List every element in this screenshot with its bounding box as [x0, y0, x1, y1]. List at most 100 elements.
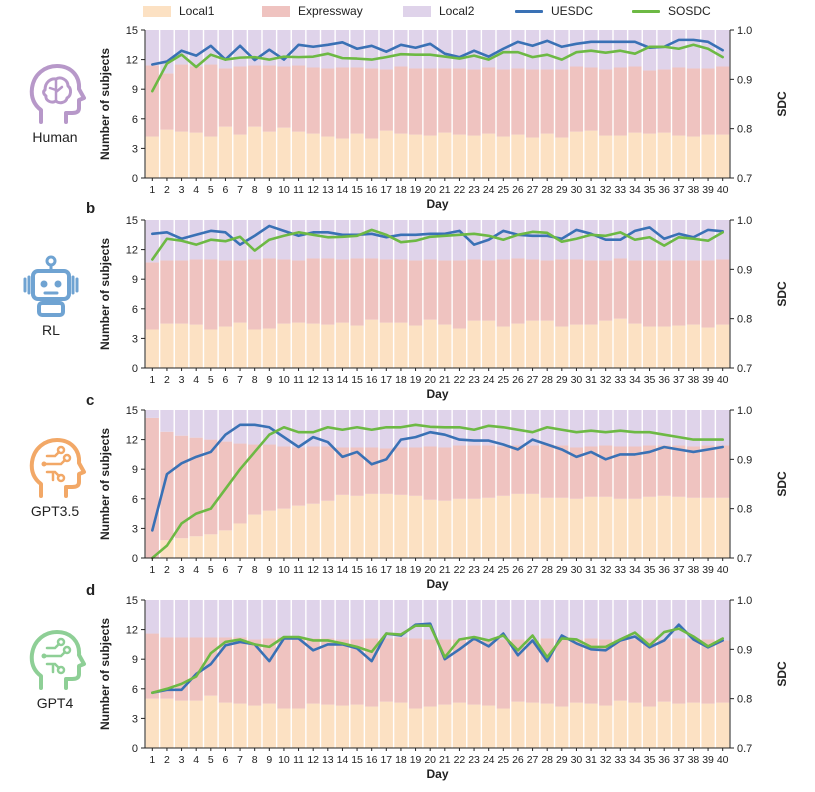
- bar-local2: [321, 600, 335, 639]
- x-tick-label: 38: [688, 754, 700, 766]
- bar-local1: [555, 706, 569, 748]
- x-tick-label: 34: [629, 184, 641, 196]
- bar-local1: [174, 538, 189, 558]
- x-tick-label: 4: [193, 374, 199, 386]
- x-tick-label: 3: [179, 374, 185, 386]
- bar-expressway: [467, 69, 481, 136]
- bar-expressway: [189, 637, 203, 701]
- x-tick-label: 23: [468, 184, 480, 196]
- bar-local1: [642, 496, 657, 558]
- x-tick-label: 18: [395, 184, 407, 196]
- bar-local2: [438, 410, 452, 448]
- bar-local2: [686, 410, 701, 447]
- bar-local2: [291, 600, 306, 638]
- bar-local2: [657, 30, 671, 70]
- bar-local1: [335, 138, 350, 178]
- bar-local1: [452, 702, 467, 748]
- bar-expressway: [452, 445, 467, 499]
- bar-local1: [569, 131, 584, 178]
- bar-local2: [350, 600, 364, 640]
- bar-local1: [657, 326, 671, 368]
- bar-local2: [218, 410, 233, 442]
- bar-expressway: [365, 258, 379, 320]
- bar-expressway: [672, 67, 686, 136]
- x-tick-label: 33: [614, 754, 626, 766]
- bar-local1: [482, 320, 496, 368]
- bar-expressway: [452, 639, 467, 703]
- y-tick-label: 15: [126, 405, 138, 417]
- bar-local2: [218, 600, 233, 638]
- x-tick-label: 26: [512, 374, 524, 386]
- bar-local1: [204, 136, 218, 178]
- bar-local2: [642, 410, 657, 446]
- bar-local2: [438, 220, 452, 261]
- bar-expressway: [248, 259, 262, 330]
- bar-local1: [599, 496, 613, 558]
- bar-local1: [291, 708, 306, 748]
- human-head-brain-icon: [29, 64, 86, 124]
- bar-expressway: [321, 446, 335, 501]
- y-tick-label: 3: [132, 143, 138, 155]
- x-tick-label: 28: [541, 184, 553, 196]
- x-tick-label: 1: [149, 184, 155, 196]
- y-tick-label: 12: [126, 435, 138, 447]
- y2-tick-label: 0.9: [737, 644, 752, 656]
- x-tick-label: 33: [614, 564, 626, 576]
- bar-local1: [496, 136, 510, 178]
- x-tick-label: 26: [512, 184, 524, 196]
- bar-expressway: [613, 67, 627, 136]
- bar-expressway: [335, 639, 350, 706]
- bar-local2: [335, 600, 350, 640]
- y2-axis-title: SDC: [775, 471, 789, 497]
- bar-local2: [321, 220, 335, 259]
- bar-local1: [511, 134, 525, 178]
- bar-local1: [496, 326, 510, 368]
- x-tick-label: 30: [571, 374, 583, 386]
- bar-local2: [467, 600, 481, 640]
- bar-local2: [525, 410, 540, 446]
- bar-expressway: [628, 66, 642, 133]
- x-tick-label: 2: [164, 754, 170, 766]
- y-tick-label: 12: [126, 55, 138, 67]
- bar-local2: [584, 220, 598, 261]
- bar-expressway: [686, 446, 701, 498]
- bar-local1: [657, 495, 671, 558]
- bar-expressway: [511, 258, 525, 324]
- bar-expressway: [496, 259, 510, 327]
- bar-local2: [189, 410, 203, 438]
- legend: Local1 Expressway Local2 UESDC SOSDC: [0, 0, 815, 22]
- bar-local2: [408, 30, 423, 69]
- robot-icon: [23, 255, 79, 317]
- bar-local2: [321, 30, 335, 69]
- bar-local2: [716, 220, 730, 260]
- x-tick-label: 12: [307, 184, 319, 196]
- bar-local1: [467, 498, 481, 558]
- bar-local1: [218, 326, 233, 368]
- bar-local1: [438, 324, 452, 368]
- bar-expressway: [540, 69, 554, 134]
- bar-local2: [160, 410, 174, 432]
- bar-expressway: [599, 260, 613, 321]
- bar-local1: [189, 700, 203, 748]
- y-tick-label: 0: [132, 743, 138, 755]
- bar-expressway: [701, 68, 715, 135]
- x-tick-label: 28: [541, 754, 553, 766]
- bar-local2: [716, 600, 730, 641]
- bar-local1: [365, 138, 379, 178]
- x-tick-label: 25: [497, 754, 509, 766]
- bar-local1: [277, 323, 291, 368]
- x-tick-label: 4: [193, 564, 199, 576]
- x-tick-label: 2: [164, 564, 170, 576]
- bar-expressway: [174, 637, 189, 701]
- agent-gpt35: GPT3.5: [0, 436, 110, 519]
- x-tick-label: 36: [658, 564, 670, 576]
- x-tick-label: 1: [149, 564, 155, 576]
- bar-local1: [511, 701, 525, 748]
- bar-local2: [335, 220, 350, 260]
- x-tick-label: 16: [366, 374, 378, 386]
- bar-expressway: [218, 637, 233, 703]
- bar-expressway: [628, 639, 642, 703]
- y2-tick-label: 0.8: [737, 314, 752, 326]
- y2-tick-label: 0.7: [737, 173, 752, 185]
- bar-local1: [701, 134, 715, 178]
